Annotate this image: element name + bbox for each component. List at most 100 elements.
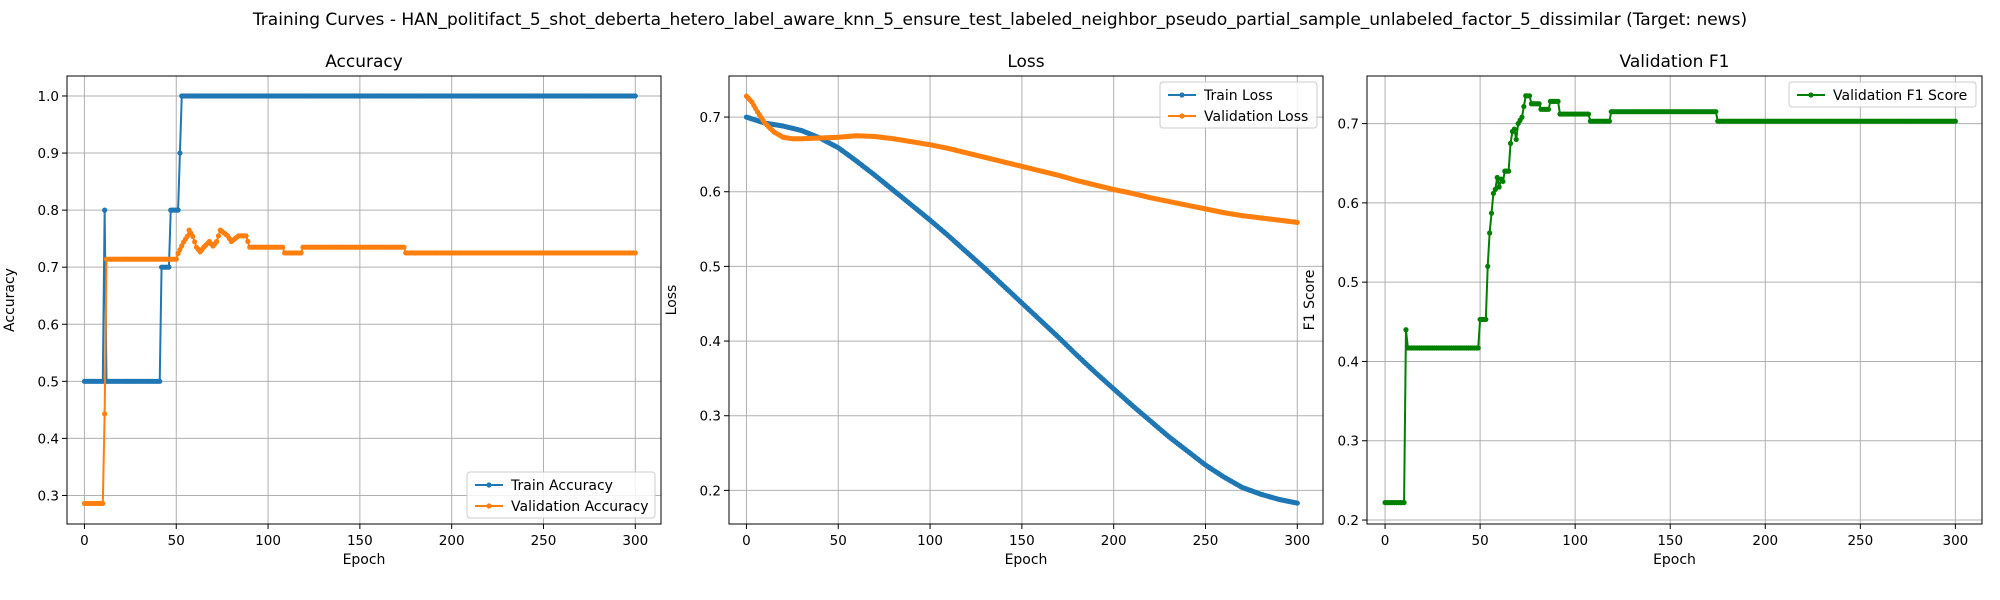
data-point [1483, 316, 1489, 323]
legend: Train Loss Validation Loss [1159, 81, 1318, 129]
data-point [214, 238, 220, 245]
data-point [632, 250, 638, 256]
legend-marker [486, 482, 492, 488]
data-point [1555, 98, 1561, 104]
data-point [192, 239, 198, 245]
x-tick-label: 300 [1284, 533, 1310, 549]
data-point [175, 207, 181, 213]
data-point [184, 233, 190, 239]
data-point [1521, 103, 1527, 110]
y-tick-label: 0.7 [1338, 117, 1359, 133]
data-point [100, 500, 106, 507]
data-point [401, 244, 407, 250]
data-point [280, 244, 286, 250]
y-axis-label: Loss [664, 285, 680, 316]
legend: Train Accuracy Validation Accuracy [466, 471, 656, 519]
data-point [1487, 230, 1493, 236]
series-group [743, 114, 1300, 506]
y-tick-label: 0.5 [1338, 275, 1359, 291]
legend-marker [1808, 92, 1814, 98]
chart-title: Accuracy [325, 52, 403, 72]
data-point [1294, 500, 1300, 506]
y-tick-label: 0.5 [38, 374, 59, 390]
data-point [1513, 136, 1519, 143]
data-point [1490, 190, 1497, 196]
legend-label: Train Accuracy [510, 478, 613, 494]
y-tick-label: 0.5 [700, 259, 721, 275]
y-axis-label: Accuracy [2, 268, 18, 332]
data-point [243, 233, 249, 239]
y-tick-label: 0.6 [1338, 196, 1359, 212]
data-point [1511, 126, 1517, 132]
x-tick-label: 200 [439, 533, 465, 549]
x-tick-label: 250 [1847, 533, 1873, 549]
legend-box [466, 471, 656, 519]
x-axis-label: Epoch [1653, 552, 1696, 568]
x-tick-label: 250 [1193, 533, 1219, 549]
x-tick-label: 100 [1562, 533, 1588, 549]
legend-marker [486, 503, 492, 509]
data-point [1507, 140, 1514, 146]
x-tick-label: 200 [1101, 533, 1127, 549]
legend-box [1788, 81, 1977, 108]
series-group [81, 227, 638, 507]
y-tick-label: 1.0 [38, 89, 59, 105]
data-point [1475, 345, 1481, 351]
y-tick-label: 0.3 [700, 409, 721, 425]
x-tick-label: 50 [830, 533, 847, 549]
figure-suptitle: Training Curves - HAN_politifact_5_shot_… [252, 10, 1747, 30]
data-point [215, 233, 222, 239]
y-tick-label: 0.4 [38, 431, 59, 447]
chart-title: Loss [1007, 52, 1044, 72]
y-tick-label: 0.8 [38, 203, 59, 219]
data-point [1403, 327, 1409, 333]
legend-label: Train Loss [1203, 88, 1273, 104]
data-point [1536, 101, 1542, 107]
x-tick-label: 300 [1942, 533, 1968, 549]
y-tick-label: 0.6 [38, 317, 59, 333]
y-tick-label: 0.2 [1338, 513, 1359, 529]
y-tick-label: 0.3 [38, 488, 59, 504]
data-point [1500, 178, 1506, 185]
data-point [1952, 118, 1958, 124]
x-tick-label: 50 [1472, 533, 1489, 549]
x-tick-label: 0 [1381, 533, 1390, 549]
data-point [190, 233, 196, 239]
legend-label: Validation Accuracy [511, 499, 649, 515]
chart-panel: 0 50 100 150 200 250 300 0.3 0.4 0.5 0.6 0.7 0.8 0.9 1… [2, 52, 662, 568]
legend-label: Validation F1 Score [1833, 88, 1967, 104]
x-tick-label: 200 [1752, 533, 1778, 549]
x-axis-label: Epoch [343, 552, 386, 568]
chart-panel: 0 50 100 150 200 250 300 0.2 0.3 0.4 0.5 0.6 0.7 Loss… [664, 52, 1324, 568]
series-group [1382, 93, 1958, 506]
data-point [298, 250, 304, 256]
y-tick-label: 0.7 [38, 260, 59, 276]
data-point [1713, 109, 1719, 115]
plot-frame [728, 75, 1324, 525]
data-point [177, 150, 183, 156]
y-tick-label: 0.6 [700, 185, 721, 201]
y-tick-label: 0.4 [700, 334, 721, 350]
y-tick-label: 0.3 [1338, 434, 1359, 450]
data-point [245, 238, 251, 245]
y-axis-label: F1 Score [1302, 270, 1318, 331]
x-tick-label: 250 [531, 533, 557, 549]
x-tick-label: 50 [168, 533, 185, 549]
legend-box [1159, 81, 1318, 129]
x-tick-label: 100 [917, 533, 943, 549]
data-point [102, 411, 108, 417]
data-point [157, 378, 163, 384]
x-tick-label: 300 [622, 533, 648, 549]
data-point [1294, 219, 1300, 225]
data-point [1545, 106, 1552, 112]
data-point [1519, 114, 1525, 120]
data-point [173, 256, 179, 262]
x-axis-label: Epoch [1005, 552, 1048, 568]
data-point [1526, 93, 1533, 99]
data-point [102, 207, 108, 213]
data-point [1488, 210, 1495, 216]
y-tick-label: 0.9 [38, 146, 59, 162]
chart-panel: 0 50 100 150 200 250 300 0.2 0.3 0.4 0.5 0.6 0.7 Vali… [1302, 52, 1983, 568]
